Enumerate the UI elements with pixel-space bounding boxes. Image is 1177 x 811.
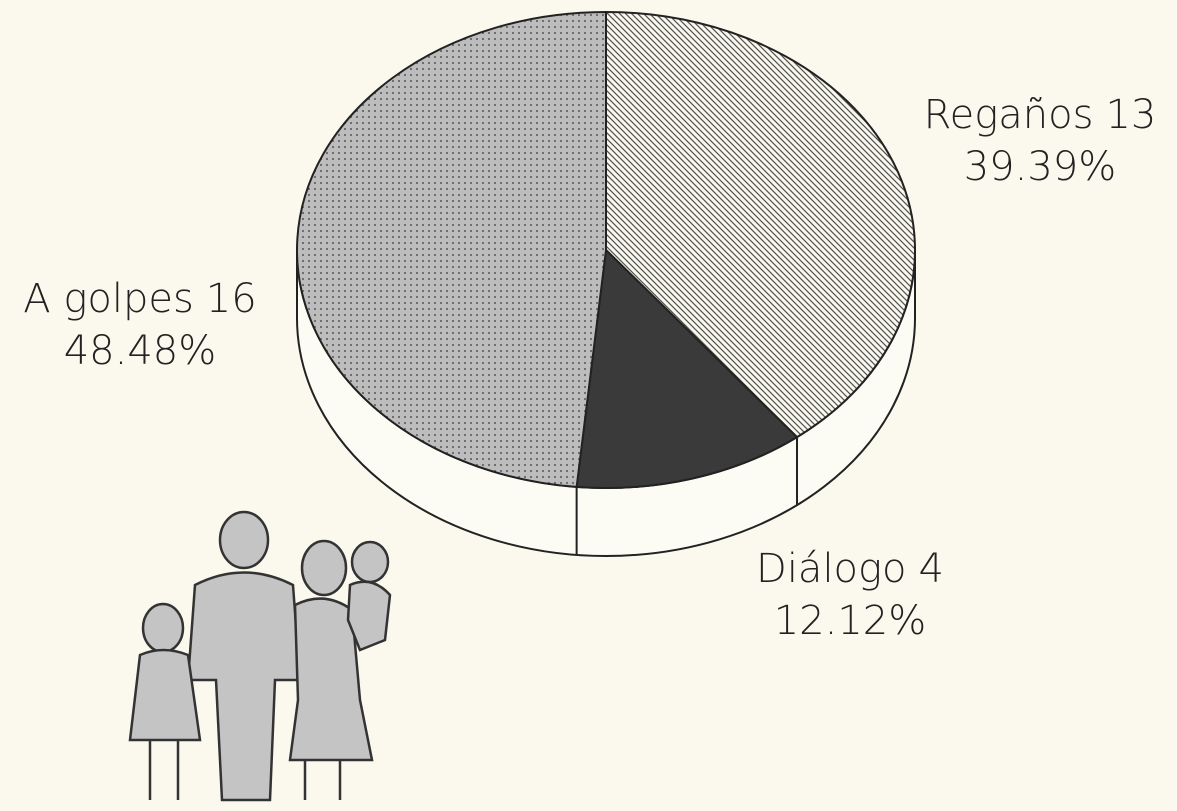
count-label: 13 [1105,92,1156,138]
family-clipart [128,510,392,802]
value-label: 12.12% [774,598,927,644]
slice-label: Regaños 13 [924,92,1157,138]
count-label: 16 [206,276,257,322]
pie-slice [605,10,916,439]
category-name: Diálogo [756,546,907,592]
pie-slice [296,10,607,488]
slice-label: A golpes 16 [23,276,256,322]
category-name: A golpes [23,276,194,322]
count-label: 4 [919,546,944,592]
value-label: 39.39% [964,144,1117,190]
pie-slice [575,247,799,489]
value-label: 48.48% [64,328,217,374]
slice-label: Diálogo 4 [756,546,944,592]
category-name: Regaños [924,92,1094,138]
pie [296,10,916,557]
